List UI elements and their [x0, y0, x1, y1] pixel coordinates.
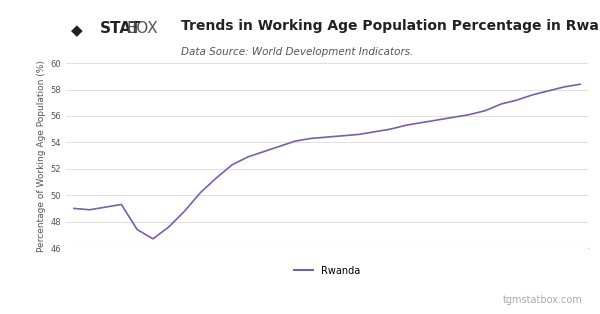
Text: ◆: ◆ — [71, 23, 83, 38]
Text: tgmstatbox.com: tgmstatbox.com — [503, 295, 583, 305]
Text: STAT: STAT — [100, 21, 142, 36]
Text: BOX: BOX — [126, 21, 158, 36]
Text: Trends in Working Age Population Percentage in Rwanda from 1990 to 2022: Trends in Working Age Population Percent… — [181, 19, 600, 33]
Text: Data Source: World Development Indicators.: Data Source: World Development Indicator… — [181, 47, 413, 57]
Y-axis label: Percentage of Working Age Population (%): Percentage of Working Age Population (%) — [37, 60, 46, 252]
Legend: Rwanda: Rwanda — [290, 262, 364, 280]
